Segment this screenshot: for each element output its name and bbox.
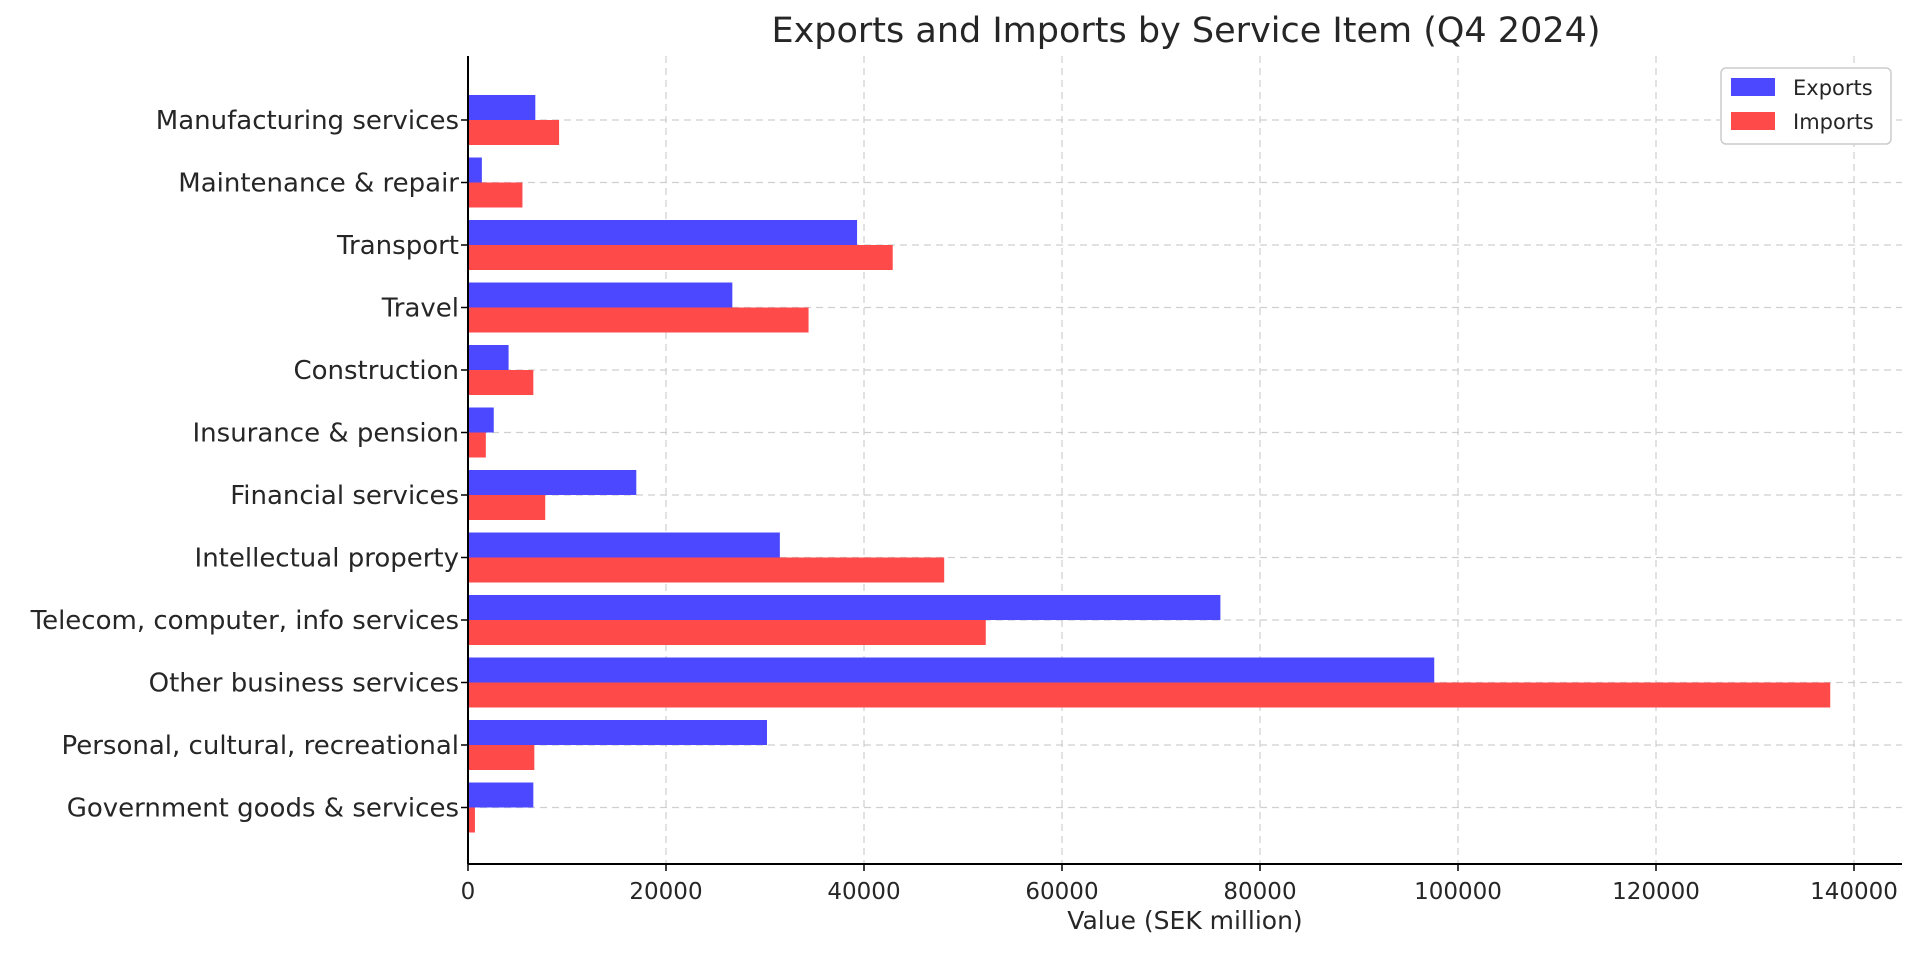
x-tick-label: 120000 [1612, 879, 1700, 905]
x-axis-label: Value (SEK million) [1067, 906, 1302, 935]
category-labels: Manufacturing services Maintenance & repa… [30, 106, 468, 824]
bar-exports [468, 157, 482, 183]
bar-imports [468, 682, 1831, 708]
x-tick-label: 40000 [827, 879, 900, 905]
category-label: Travel [381, 294, 459, 324]
bar-imports [468, 182, 523, 208]
bar-imports [468, 557, 945, 583]
category-label: Construction [293, 356, 459, 386]
category-label: Insurance & pension [193, 419, 460, 449]
x-tick-label: 80000 [1223, 879, 1296, 905]
x-tick-label: 140000 [1810, 879, 1898, 905]
bar-exports [468, 282, 733, 308]
bar-imports [468, 495, 546, 520]
x-tick-label: 100000 [1414, 879, 1502, 905]
bar-exports [468, 220, 858, 245]
legend-swatch-exports [1731, 78, 1775, 96]
bar-exports [468, 720, 767, 745]
bar-imports [468, 120, 560, 145]
bar-exports [468, 407, 494, 433]
chart-title: Exports and Imports by Service Item (Q4 … [771, 11, 1600, 51]
bar-exports [468, 595, 1221, 620]
legend-label-exports: Exports [1793, 76, 1873, 100]
bar-imports [468, 432, 486, 458]
x-tick-label: 60000 [1025, 879, 1098, 905]
bar-imports [468, 807, 475, 833]
legend-swatch-imports [1731, 112, 1775, 130]
category-label: Financial services [230, 481, 459, 511]
bars [468, 95, 1831, 833]
bar-exports [468, 345, 509, 370]
x-tick-label: 0 [461, 879, 476, 905]
bar-imports [468, 745, 535, 770]
bar-exports [468, 782, 534, 808]
bar-imports [468, 620, 986, 645]
bar-exports [468, 657, 1435, 683]
bar-imports [468, 307, 809, 333]
bar-exports [468, 95, 536, 120]
category-label: Personal, cultural, recreational [61, 731, 459, 761]
category-label: Manufacturing services [156, 106, 459, 136]
category-label: Maintenance & repair [178, 169, 459, 199]
category-label: Telecom, computer, info services [30, 606, 459, 636]
bar-exports [468, 470, 637, 495]
category-label: Transport [336, 231, 459, 261]
category-label: Government goods & services [67, 794, 459, 824]
bar-exports [468, 532, 780, 558]
category-label: Other business services [149, 669, 459, 699]
x-ticks: 0 20000 40000 60000 80000 100000 120000 140000 [461, 864, 1898, 905]
legend: Exports Imports [1720, 67, 1892, 145]
bar-imports [468, 370, 534, 395]
x-tick-label: 20000 [629, 879, 702, 905]
bar-imports [468, 245, 893, 270]
axes [467, 56, 1902, 865]
category-label: Intellectual property [195, 544, 459, 574]
legend-label-imports: Imports [1793, 110, 1874, 134]
